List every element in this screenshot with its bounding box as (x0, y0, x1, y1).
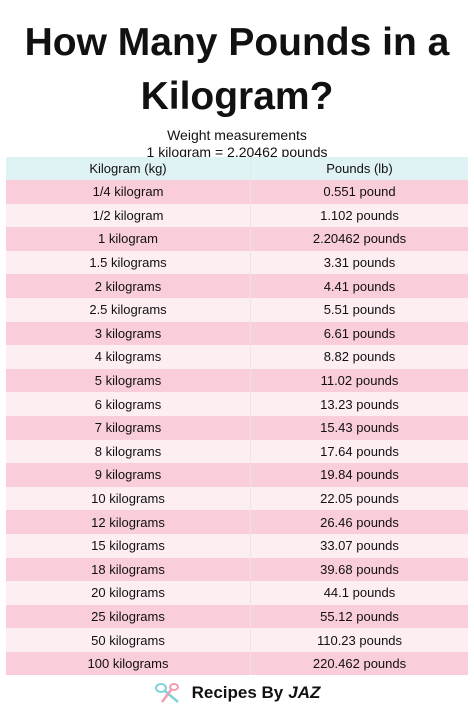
table-row: 3 kilograms 6.61 pounds (6, 321, 468, 346)
table-row: 1.5 kilograms 3.31 pounds (6, 250, 468, 275)
footer: Recipes By JAZ (0, 676, 474, 710)
table-cell: 5.51 pounds (323, 302, 396, 318)
formula: 1 kilogram = 2.20462 pounds (146, 144, 328, 160)
table-cell: 44.1 pounds (323, 585, 396, 601)
brand-name: JAZ (288, 683, 321, 702)
logo-icon (154, 683, 179, 703)
table-cell: 15 kilograms (6, 533, 251, 558)
table-row: 50 kilograms 110.23 pounds (6, 628, 468, 652)
table-row: 20 kilograms 44.1 pounds (6, 581, 468, 605)
table-cell: 33.07 pounds (320, 538, 399, 554)
table-cell: 1/4 kilogram (6, 180, 251, 204)
table-cell: 25 kilograms (6, 604, 251, 629)
table-cell: 26.46 pounds (320, 514, 399, 530)
table-cell: 2.20462 pounds (312, 231, 407, 247)
table-cell: 1.102 pounds (320, 207, 399, 223)
table-cell: 1.5 kilograms (6, 250, 251, 275)
column-header: Pounds (lb) (326, 161, 393, 176)
table-row: 6 kilograms 13.23 pounds (6, 392, 468, 416)
table-row: 10 kilograms 22.05 pounds (6, 486, 468, 511)
table-row: 1/4 kilogram 0.551 pound (6, 180, 468, 204)
table-row: 18 kilograms 39.68 pounds (6, 557, 468, 582)
table-cell: 0.551 pound (323, 184, 396, 200)
table-cell: 39.68 pounds (320, 561, 399, 577)
table-cell: 19.84 pounds (320, 467, 399, 483)
table-row: 100 kilograms 220.462 pounds (6, 651, 468, 676)
subtitle: Weight measurements (167, 127, 307, 143)
table-cell: 3.31 pounds (323, 255, 396, 271)
table-cell: 8 kilograms (6, 439, 251, 464)
table-cell: 50 kilograms (6, 628, 251, 652)
table-row: 12 kilograms 26.46 pounds (6, 510, 468, 534)
table-row: 15 kilograms 33.07 pounds (6, 533, 468, 558)
table-cell: 2.5 kilograms (6, 297, 251, 322)
table-cell: 11.02 pounds (320, 373, 399, 389)
table-cell: 10 kilograms (6, 486, 251, 511)
table-cell: 220.462 pounds (312, 656, 407, 672)
table-cell: 4.41 pounds (323, 278, 396, 294)
table-row: 4 kilograms 8.82 pounds (6, 345, 468, 369)
table-cell: 13.23 pounds (320, 396, 399, 412)
table-cell: 1 kilogram (6, 227, 251, 251)
table-row: 2 kilograms 4.41 pounds (6, 274, 468, 298)
table-cell: 17.64 pounds (320, 443, 399, 459)
title-line: Kilogram? (140, 75, 334, 118)
table-cell: 8.82 pounds (323, 349, 396, 365)
table-cell: 7 kilograms (6, 415, 251, 440)
table-cell: 6 kilograms (6, 392, 251, 416)
table-cell: 55.12 pounds (320, 608, 399, 624)
table-cell: 4 kilograms (6, 345, 251, 369)
header-row: Kilogram (kg) Pounds (lb) (6, 157, 468, 180)
table-cell: 18 kilograms (6, 557, 251, 582)
table-row: 8 kilograms 17.64 pounds (6, 439, 468, 464)
brand: Recipes By (191, 683, 284, 702)
table-row: 25 kilograms 55.12 pounds (6, 604, 468, 629)
table-cell: 1/2 kilogram (6, 203, 251, 228)
table-row: 1/2 kilogram 1.102 pounds (6, 203, 468, 228)
table-cell: 5 kilograms (6, 368, 251, 393)
table-cell: 6.61 pounds (323, 325, 396, 341)
conversion-table: Kilogram (kg) Pounds (lb) 1/4 kilogram 0.55… (6, 157, 468, 676)
table-cell: 9 kilograms (6, 463, 251, 487)
table-cell: 12 kilograms (6, 510, 251, 534)
table-cell: 2 kilograms (6, 274, 251, 298)
table-cell: 100 kilograms (6, 651, 251, 676)
table-row: 5 kilograms 11.02 pounds (6, 368, 468, 393)
table-cell: 110.23 pounds (316, 632, 403, 648)
table-row: 9 kilograms 19.84 pounds (6, 463, 468, 487)
table-row: 2.5 kilograms 5.51 pounds (6, 297, 468, 322)
table-cell: 22.05 pounds (320, 491, 399, 507)
title: How Many Pounds in a Kilogram? (0, 0, 474, 124)
column-header: Kilogram (kg) (6, 157, 251, 180)
table-cell: 3 kilograms (6, 321, 251, 346)
table-row: 7 kilograms 15.43 pounds (6, 415, 468, 440)
table-row: 1 kilogram 2.20462 pounds (6, 227, 468, 251)
title-line: How Many Pounds in a (24, 21, 450, 64)
table-cell: 15.43 pounds (320, 420, 399, 436)
table-cell: 20 kilograms (6, 581, 251, 605)
